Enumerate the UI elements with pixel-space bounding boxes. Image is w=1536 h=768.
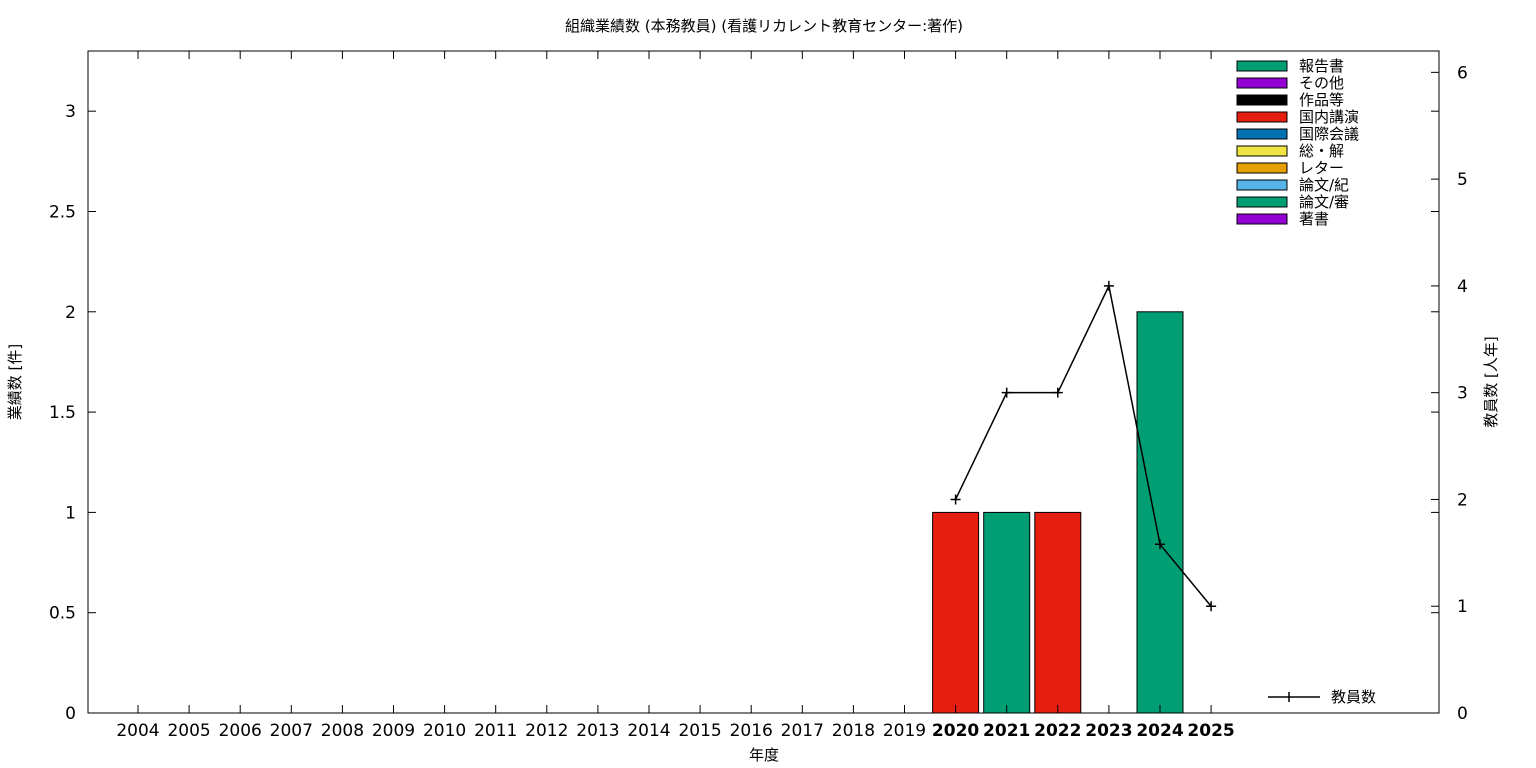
x-tick-label: 2006: [219, 721, 262, 741]
legend-swatch: [1236, 196, 1288, 208]
bar-2020: [932, 511, 980, 714]
legend-label: 論文/紀: [1299, 176, 1349, 194]
x-tick-label: 2011: [474, 721, 517, 741]
legend-swatch: [1236, 128, 1288, 140]
x-tick-label: 2022: [1034, 721, 1081, 741]
legend-label: その他: [1299, 74, 1344, 92]
bar-2021: [983, 511, 1031, 714]
legend-swatch: [1236, 94, 1288, 106]
bars-layer: [932, 311, 1184, 714]
y2-axis-label: 教員数 [人年]: [1482, 336, 1500, 427]
legend-swatch: [1236, 60, 1288, 72]
bar-2022: [1034, 511, 1082, 714]
line-layer: [950, 280, 1217, 612]
x-tick-label: 2021: [983, 721, 1030, 741]
x-tick-label: 2020: [932, 721, 979, 741]
y2-tick-label: 3: [1457, 384, 1468, 404]
x-tick-label: 2025: [1187, 721, 1234, 741]
y-axis-label: 業績数 [件]: [6, 344, 24, 420]
x-tick-label: 2009: [372, 721, 415, 741]
x-axis-label: 年度: [749, 746, 779, 764]
x-tick-label: 2019: [883, 721, 926, 741]
legend-line-label: 教員数: [1331, 688, 1376, 706]
legend-label: 報告書: [1299, 57, 1344, 75]
x-tick-label: 2013: [576, 721, 619, 741]
x-tick-label: 2023: [1085, 721, 1132, 741]
line-point: [1001, 387, 1012, 398]
y2-tick-label: 0: [1457, 704, 1468, 724]
legend-label: 論文/審: [1299, 193, 1349, 211]
line-series-faculty: [954, 283, 1212, 607]
x-tick-label: 2018: [832, 721, 875, 741]
y2-tick-label: 1: [1457, 597, 1468, 617]
x-tick-label: 2005: [167, 721, 210, 741]
chart-title: 組織業績数 (本務教員) (看護リカレント教育センター:著作): [565, 17, 963, 35]
line-point: [1052, 387, 1063, 398]
legend-label: レター: [1299, 159, 1344, 177]
y2-tick-label: 2: [1457, 490, 1468, 510]
y-tick-label: 0: [65, 704, 76, 724]
legend-swatch: [1236, 77, 1288, 89]
x-tick-label: 2016: [730, 721, 773, 741]
x-tick-label: 2017: [781, 721, 824, 741]
legend-swatch: [1236, 162, 1288, 174]
x-tick-label: 2008: [321, 721, 364, 741]
x-tick-label: 2014: [627, 721, 670, 741]
legend-label: 国内講演: [1299, 108, 1359, 126]
line-point: [1155, 539, 1165, 550]
plot-frame: [87, 50, 1440, 714]
line-point: [1103, 280, 1114, 291]
y2-tick-label: 5: [1457, 170, 1468, 190]
x-tick-label: 2004: [116, 721, 159, 741]
legend-swatch: [1236, 145, 1288, 157]
legend-label: 著書: [1299, 210, 1329, 228]
x-tick-label: 2007: [270, 721, 313, 741]
legend-label: 作品等: [1299, 91, 1344, 109]
legend-swatch: [1236, 179, 1288, 191]
legend-swatch: [1236, 213, 1288, 225]
axes-layer: 0 0.5 1 1.5 2 2.5 3 0 1 2 3 4 5 6 2004 2005 2006 2007 2008…: [49, 51, 1468, 741]
y-tick-label: 2: [65, 303, 76, 323]
y-tick-label: 3: [65, 102, 76, 122]
y-tick-label: 1.5: [49, 403, 76, 423]
x-tick-label: 2010: [423, 721, 466, 741]
y2-tick-label: 6: [1457, 63, 1468, 83]
line-point: [950, 494, 961, 505]
x-tick-label: 2015: [678, 721, 721, 741]
x-tick-label: 2012: [525, 721, 568, 741]
y-tick-label: 0.5: [49, 604, 76, 624]
x-tick-label: 2024: [1136, 721, 1183, 741]
y2-tick-label: 4: [1457, 277, 1468, 297]
legend-label: 国際会議: [1299, 125, 1359, 143]
y-tick-label: 2.5: [49, 202, 76, 222]
legend-swatch: [1236, 111, 1288, 123]
y-tick-label: 1: [65, 503, 76, 523]
line-point: [1206, 601, 1217, 612]
bar-2024: [1136, 311, 1184, 714]
legend-label: 総・解: [1299, 142, 1344, 160]
